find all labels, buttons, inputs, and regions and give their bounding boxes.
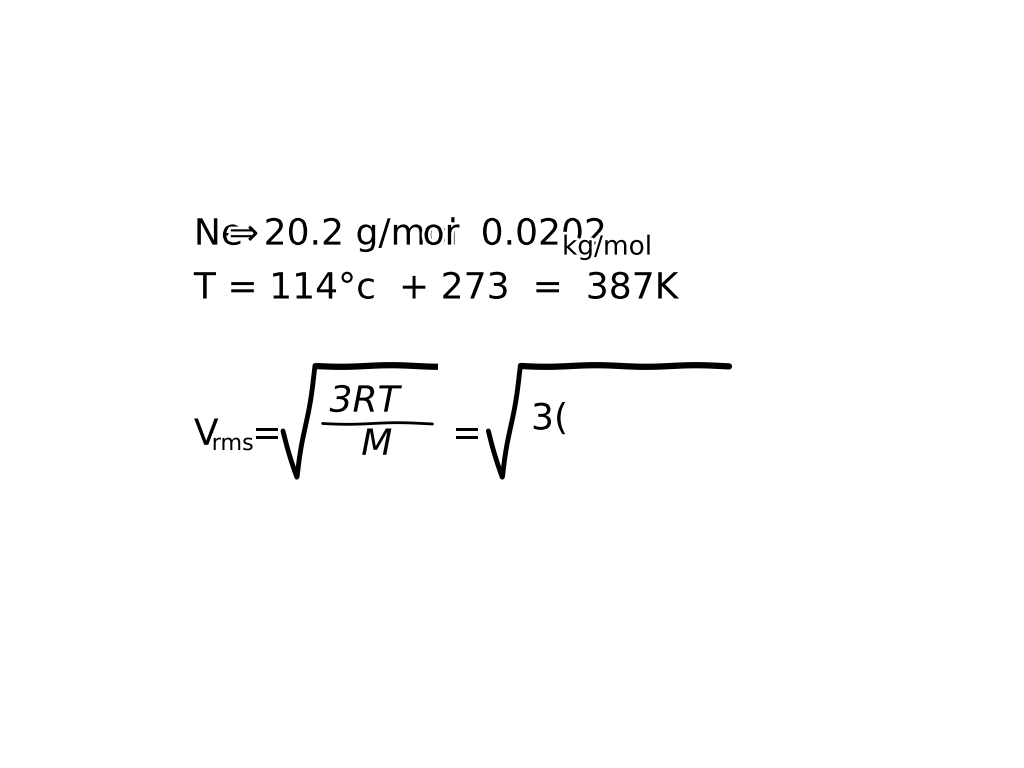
Text: 20.2 g/mol: 20.2 g/mol <box>263 217 458 252</box>
Text: Ne: Ne <box>194 217 243 252</box>
Text: 3RT: 3RT <box>330 385 399 419</box>
Text: rms: rms <box>212 434 254 454</box>
Text: =: = <box>252 418 283 452</box>
Text: ⇒: ⇒ <box>228 217 259 252</box>
Text: =: = <box>452 418 482 452</box>
Text: 0.0202: 0.0202 <box>480 217 607 252</box>
Text: T = 114°c  + 273  =  387K: T = 114°c + 273 = 387K <box>194 272 679 306</box>
Text: V: V <box>194 418 219 452</box>
Text: M: M <box>361 428 392 462</box>
Text: 3(: 3( <box>531 402 568 436</box>
Text: kg/mol: kg/mol <box>562 234 652 260</box>
Text: or: or <box>423 217 460 252</box>
